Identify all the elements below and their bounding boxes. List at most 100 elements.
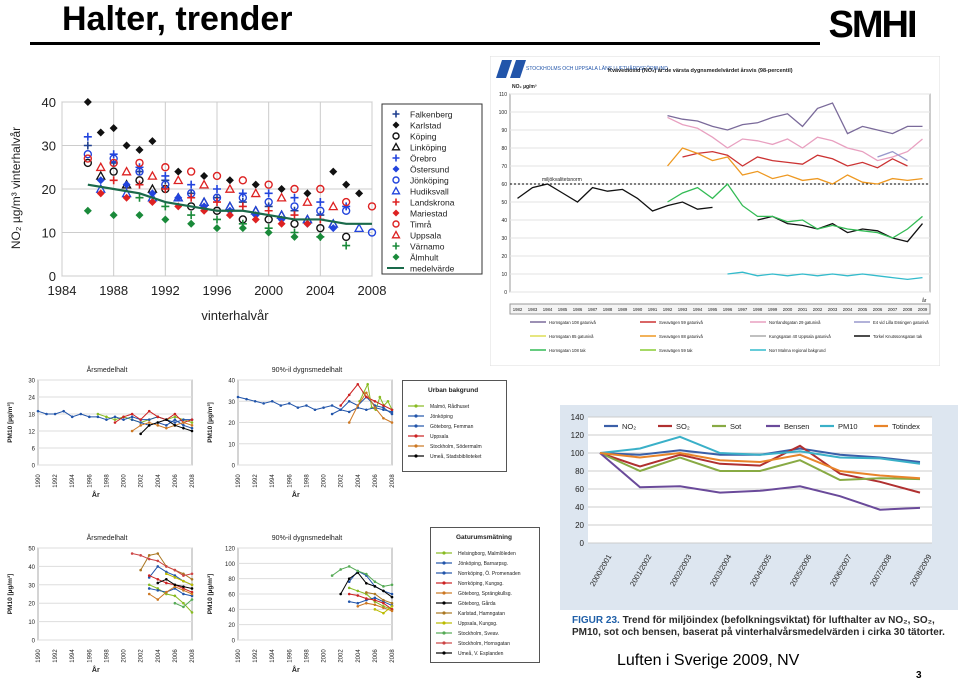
data-point [148, 198, 157, 207]
data-point [316, 184, 325, 194]
page-number: 3 [916, 670, 922, 681]
towns-chart: 0 10 20 30 40 1984 1988 1992 1996 2000 2004 2008 NO₂… [9, 95, 483, 323]
legend-marker [392, 132, 400, 140]
data-point [147, 170, 158, 180]
data-point [130, 418, 134, 421]
x-tick-label: 1992 [253, 649, 259, 663]
y-axis-label: NO₂ µg/m³ vinterhalvår [9, 127, 23, 249]
y-tick-label: 0 [580, 539, 585, 548]
data-point [250, 188, 261, 198]
data-point [212, 171, 222, 181]
legend-label: Norr Malma regional bakgrund [769, 348, 826, 353]
legend-label: Norrköping, Ö. Promenaden [458, 570, 521, 577]
data-point [356, 569, 360, 573]
data-point [365, 601, 368, 605]
x-tick-label: 2000 [122, 474, 128, 488]
data-point [264, 197, 273, 207]
data-point [303, 189, 312, 198]
series-line [667, 183, 923, 239]
data-point [109, 158, 118, 167]
x-tick-label: 1994 [70, 474, 76, 488]
data-point [161, 202, 170, 211]
data-point [373, 406, 377, 409]
series-line [877, 150, 908, 162]
series-Älmhult [83, 206, 325, 241]
x-tick-label: 2000 [783, 307, 793, 312]
x-tick-label: 1998 [753, 307, 763, 312]
data-point [290, 211, 299, 220]
data-point [173, 568, 177, 572]
y-tick-label: 40 [228, 379, 235, 385]
x-tick-label: 1990 [36, 474, 42, 488]
data-point [70, 415, 74, 419]
x-tick-label: 1998 [104, 649, 110, 663]
data-point [213, 185, 221, 193]
legend-label: Hornsgatan 85 gatunivå [549, 334, 594, 339]
legend-title: Gaturumsmätning [456, 534, 512, 541]
data-point [139, 568, 142, 572]
y-tick-label: 90 [501, 128, 507, 134]
data-point [96, 412, 100, 416]
data-point [356, 604, 360, 608]
y-tick-label: 30 [42, 139, 56, 154]
data-point [95, 161, 106, 172]
x-tick-label: 1992 [53, 649, 59, 663]
x-tick-label: 1990 [36, 649, 42, 663]
data-point [373, 598, 377, 602]
y-tick-label: 60 [501, 182, 507, 188]
legend-label: Sot [730, 422, 742, 431]
data-point [382, 598, 385, 602]
y-tick-label: 70 [501, 164, 507, 170]
data-point [121, 166, 132, 176]
legend-label: Umeå, Stadsbiblioteket [430, 453, 482, 460]
pm10-urban-annual-chart: Årsmedelhalt 0 6 12 18 24 30 1990 1992 1994 1996 19… [7, 365, 196, 499]
data-point [109, 176, 118, 185]
x-tick-label: 2002 [139, 649, 145, 663]
data-point [238, 189, 247, 198]
slb-chart: STOCKHOLMS OCH UPPSALA LÄNS LUFTVÅRDSFÖR… [490, 56, 940, 366]
y-tick-label: 6 [32, 447, 36, 453]
series-line [757, 215, 923, 243]
x-tick-label: 1983 [528, 307, 538, 312]
legend-label: Göteborg, Femman [430, 424, 474, 430]
data-point [83, 154, 93, 163]
chart-title: 90%-il dygnsmedelhalt [272, 535, 342, 542]
org-name: STOCKHOLMS OCH UPPSALA LÄNS LUFTVÅRDSFÖR… [526, 65, 668, 72]
data-point [187, 193, 196, 202]
data-point [147, 557, 151, 561]
y-tick-label: 0 [232, 639, 236, 645]
figure-number: FIGUR 23. [572, 615, 620, 626]
x-tick-label: 1994 [693, 307, 703, 312]
data-point [373, 596, 377, 600]
legend-label: Kungsgatan 40 Uppsala gatunivå [769, 334, 831, 339]
data-point [277, 219, 286, 228]
data-point [356, 594, 360, 597]
legend-title: Urban bakgrund [428, 387, 478, 394]
data-point [147, 409, 151, 413]
data-point [156, 552, 160, 555]
y-tick-label: 100 [571, 449, 585, 458]
data-point [316, 232, 325, 241]
legend-label: Hudiksvall [410, 187, 449, 197]
x-tick-label: 2007 [888, 307, 898, 312]
series-line [682, 150, 908, 169]
series-line [149, 587, 193, 597]
legend-label: Uppsala [410, 231, 441, 241]
data-point [139, 418, 142, 421]
x-tick-label: 2006 [373, 474, 379, 488]
data-point [190, 583, 194, 587]
data-point [339, 404, 342, 407]
legend-label: Jönköping [430, 414, 453, 420]
data-point [173, 574, 177, 577]
data-point [373, 399, 377, 403]
legend-label: Linköping [410, 143, 447, 153]
data-point [373, 608, 377, 611]
data-point [390, 595, 394, 599]
figure-caption-text: Trend för miljöindex (befolkningsviktat)… [572, 615, 945, 638]
x-tick-label: 2008 [358, 283, 387, 298]
legend-label: Örebro [410, 154, 437, 164]
x-tick-label: 2000 [322, 649, 328, 663]
data-point [322, 406, 325, 409]
data-point [264, 206, 273, 215]
legend-marker [392, 154, 400, 162]
